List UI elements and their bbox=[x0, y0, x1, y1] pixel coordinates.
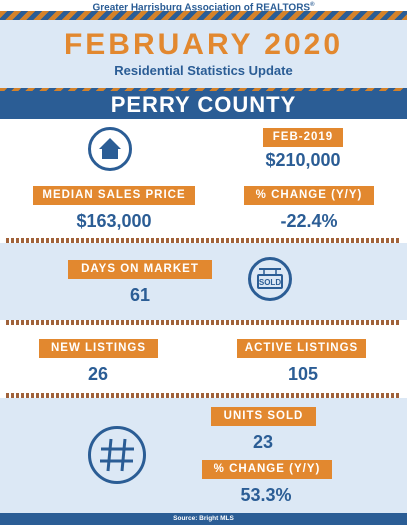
source-note: Source: Bright MLS bbox=[0, 513, 407, 525]
listings-section: NEW LISTINGS 26 ACTIVE LISTINGS 105 bbox=[0, 325, 407, 393]
house-icon-circle bbox=[88, 127, 132, 171]
median-sales-price-label: MEDIAN SALES PRICE bbox=[33, 186, 195, 205]
organization-text: Greater Harrisburg Association of REALTO… bbox=[92, 2, 311, 14]
sold-sign-icon: SOLD bbox=[257, 268, 283, 289]
units-change-value: 53.3% bbox=[240, 485, 292, 505]
house-icon bbox=[99, 138, 121, 159]
days-on-market-label: DAYS ON MARKET bbox=[68, 260, 212, 279]
dom-section: DAYS ON MARKET 61 SOLD bbox=[0, 243, 407, 320]
active-listings-value: 105 bbox=[287, 364, 319, 384]
prior-price-value: $210,000 bbox=[265, 150, 341, 170]
price-change-value: -22.4% bbox=[280, 211, 338, 231]
report-subtitle: Residential Statistics Update bbox=[114, 63, 293, 78]
header-stripe-bottom bbox=[0, 88, 407, 91]
active-listings-label: ACTIVE LISTINGS bbox=[237, 339, 366, 358]
units-sold-value: 23 bbox=[252, 432, 274, 452]
divider-3 bbox=[6, 393, 401, 398]
header-stripe-top bbox=[0, 11, 407, 20]
divider-2 bbox=[6, 320, 401, 325]
price-section: FEB-2019 $210,000 MEDIAN SALES PRICE $16… bbox=[0, 119, 407, 238]
sold-sign-icon-circle: SOLD bbox=[248, 257, 292, 301]
prior-period-label: FEB-2019 bbox=[263, 128, 343, 147]
units-section: UNITS SOLD 23 % CHANGE (Y/Y) 53.3% bbox=[0, 398, 407, 513]
new-listings-label: NEW LISTINGS bbox=[39, 339, 158, 358]
header-banner: FEBRUARY 2020 Residential Statistics Upd… bbox=[0, 20, 407, 88]
days-on-market-value: 61 bbox=[129, 285, 151, 305]
county-title: PERRY COUNTY bbox=[0, 91, 407, 119]
registered-mark: ® bbox=[310, 2, 315, 8]
price-change-label: % CHANGE (Y/Y) bbox=[244, 186, 374, 205]
units-sold-label: UNITS SOLD bbox=[211, 407, 316, 426]
divider-1 bbox=[6, 238, 401, 243]
units-change-label: % CHANGE (Y/Y) bbox=[202, 460, 332, 479]
sold-sign-text: SOLD bbox=[259, 278, 281, 287]
organization-name: Greater Harrisburg Association of REALTO… bbox=[0, 0, 407, 14]
new-listings-value: 26 bbox=[87, 364, 109, 384]
hashtag-icon bbox=[100, 438, 134, 472]
median-sales-price-value: $163,000 bbox=[76, 211, 152, 231]
hashtag-icon-circle bbox=[88, 426, 146, 484]
report-title: FEBRUARY 2020 bbox=[63, 28, 344, 61]
